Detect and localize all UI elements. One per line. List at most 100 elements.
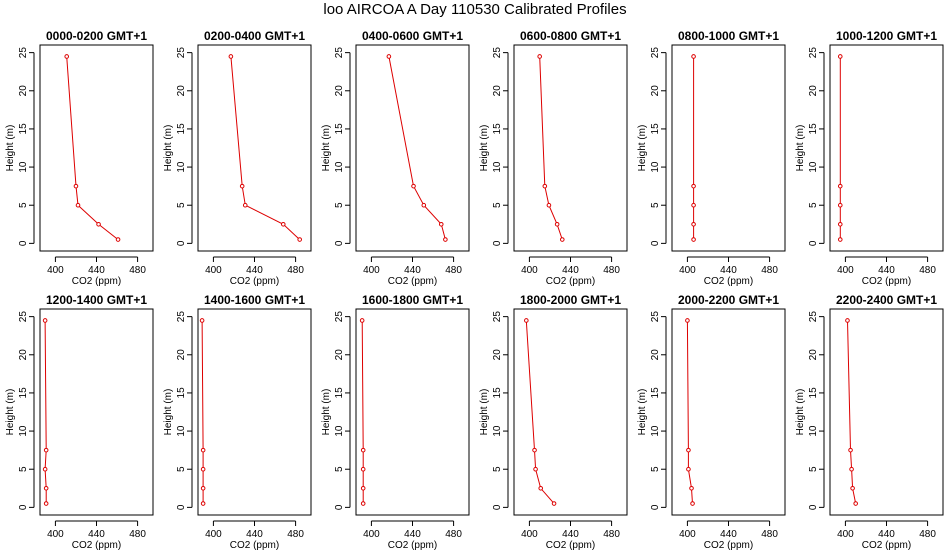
data-point xyxy=(200,485,206,491)
y-tick-label: 5 xyxy=(808,202,819,208)
y-tick-label: 0 xyxy=(492,240,503,246)
x-axis: 400 440 480 CO2 (ppm) xyxy=(47,520,146,550)
y-tick-label: 10 xyxy=(18,425,29,437)
panel-title: 2000-2200 GMT+1 xyxy=(678,293,779,307)
x-axis: 400 440 480 CO2 (ppm) xyxy=(47,256,146,287)
y-tick-label: 20 xyxy=(334,85,345,97)
x-tick-label: 480 xyxy=(603,529,620,540)
x-tick-label: 440 xyxy=(88,265,105,276)
x-axis-label: CO2 (ppm) xyxy=(862,540,911,550)
y-axis-label: Height (m) xyxy=(163,389,174,436)
x-tick-label: 400 xyxy=(363,529,380,540)
data-point xyxy=(533,466,538,472)
y-tick-label: 5 xyxy=(492,466,503,472)
x-tick-label: 480 xyxy=(445,265,462,276)
y-tick-label: 25 xyxy=(808,47,819,59)
data-point xyxy=(538,485,544,491)
y-tick-label: 25 xyxy=(492,47,503,59)
x-axis: 400 440 480 CO2 (ppm) xyxy=(521,520,620,550)
y-axis-label: Height (m) xyxy=(163,125,174,172)
data-point xyxy=(280,221,286,227)
plot-frame xyxy=(355,44,470,252)
y-axis-label: Height (m) xyxy=(637,389,648,436)
y-axis: 0 5 10 15 20 25 Height (m) xyxy=(795,47,825,246)
plot-frame xyxy=(39,308,154,516)
y-tick-label: 10 xyxy=(334,161,345,173)
y-axis-label: Height (m) xyxy=(479,389,490,436)
x-tick-label: 440 xyxy=(404,265,421,276)
x-axis: 400 440 480 CO2 (ppm) xyxy=(679,520,778,550)
data-point xyxy=(64,54,70,59)
data-point xyxy=(43,501,49,506)
profile-panel: 1400-1600 GMT+1 400 440 480 CO2 (ppm) 0 5 10 15 2… xyxy=(163,293,312,550)
profile-line xyxy=(525,320,555,504)
data-point xyxy=(691,54,696,59)
data-point xyxy=(443,237,448,242)
y-tick-label: 15 xyxy=(18,123,29,135)
y-tick-label: 20 xyxy=(18,349,29,361)
y-tick-label: 5 xyxy=(334,466,345,472)
data-point xyxy=(421,202,427,208)
y-tick-label: 0 xyxy=(334,240,345,246)
profile-panel: 0400-0600 GMT+1 400 440 480 CO2 (ppm) 0 5 10 15 2… xyxy=(321,29,470,287)
y-tick-label: 0 xyxy=(18,240,29,246)
y-tick-label: 20 xyxy=(492,85,503,97)
panel-title: 1400-1600 GMT+1 xyxy=(204,293,305,307)
y-tick-label: 10 xyxy=(18,161,29,173)
y-tick-label: 15 xyxy=(808,123,819,135)
y-tick-label: 20 xyxy=(176,349,187,361)
y-axis-label: Height (m) xyxy=(795,389,806,436)
plot-frame xyxy=(197,44,312,252)
x-tick-label: 480 xyxy=(919,265,936,276)
y-tick-label: 15 xyxy=(650,387,661,399)
x-tick-label: 480 xyxy=(761,529,778,540)
y-tick-label: 0 xyxy=(808,504,819,510)
data-point xyxy=(297,237,303,242)
profile-panel: 0600-0800 GMT+1 400 440 480 CO2 (ppm) 0 5 10 15 2… xyxy=(479,29,628,287)
y-tick-label: 20 xyxy=(650,85,661,97)
x-axis-label: CO2 (ppm) xyxy=(230,540,279,550)
profile-line xyxy=(539,56,563,240)
data-point xyxy=(200,501,206,506)
x-axis: 400 440 480 CO2 (ppm) xyxy=(205,256,304,287)
y-tick-label: 20 xyxy=(176,85,187,97)
y-tick-label: 15 xyxy=(334,123,345,135)
data-point xyxy=(360,485,366,491)
data-point xyxy=(850,485,855,491)
data-point xyxy=(200,447,206,453)
x-tick-label: 480 xyxy=(761,265,778,276)
y-tick-label: 25 xyxy=(176,47,187,59)
x-tick-label: 440 xyxy=(246,265,263,276)
profile-panel: 0000-0200 GMT+1 400 440 480 CO2 (ppm) 0 5 10 15 2… xyxy=(5,29,154,287)
x-tick-label: 480 xyxy=(129,529,146,540)
y-tick-label: 10 xyxy=(176,161,187,173)
x-tick-label: 400 xyxy=(47,529,64,540)
x-tick-label: 440 xyxy=(246,529,263,540)
panel-title: 0600-0800 GMT+1 xyxy=(520,29,621,43)
y-tick-label: 15 xyxy=(18,387,29,399)
x-tick-label: 480 xyxy=(603,265,620,276)
x-axis-label: CO2 (ppm) xyxy=(704,540,753,550)
x-tick-label: 440 xyxy=(878,265,895,276)
plot-frame xyxy=(39,44,154,252)
data-point xyxy=(554,221,560,227)
data-point xyxy=(75,202,81,208)
y-tick-label: 20 xyxy=(18,85,29,97)
profile-panel: 1000-1200 GMT+1 400 440 480 CO2 (ppm) 0 5 10 15 2… xyxy=(795,29,944,287)
y-tick-label: 5 xyxy=(492,202,503,208)
data-point xyxy=(115,237,121,242)
x-tick-label: 400 xyxy=(363,265,380,276)
panel-title: 2200-2400 GMT+1 xyxy=(836,293,937,307)
data-point xyxy=(853,501,858,506)
x-axis: 400 440 480 CO2 (ppm) xyxy=(837,520,936,550)
x-tick-label: 400 xyxy=(679,265,696,276)
y-axis: 0 5 10 15 20 25 Height (m) xyxy=(637,47,667,246)
x-axis-label: CO2 (ppm) xyxy=(546,276,595,287)
data-point xyxy=(438,221,444,227)
data-point xyxy=(837,221,843,227)
data-point xyxy=(691,237,696,242)
profile-panel: 1600-1800 GMT+1 400 440 480 CO2 (ppm) 0 5 10 15 2… xyxy=(321,293,470,550)
y-tick-label: 20 xyxy=(808,349,819,361)
data-point xyxy=(199,318,205,323)
